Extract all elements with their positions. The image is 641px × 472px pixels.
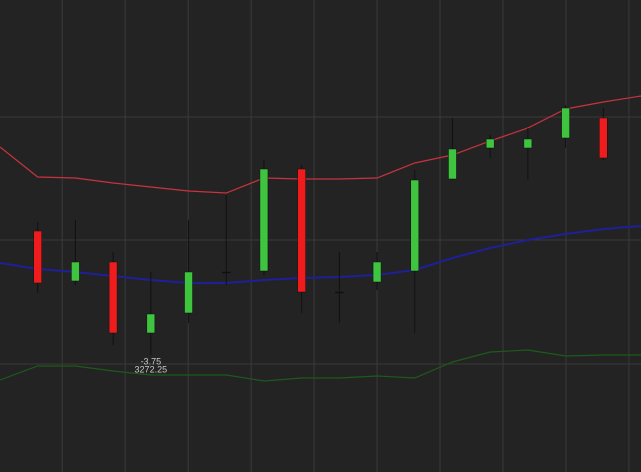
candle-body <box>335 291 344 294</box>
candle-body <box>108 261 118 334</box>
candle-body <box>71 261 80 282</box>
candle-body <box>561 107 570 139</box>
indicator-line <box>0 349 641 382</box>
candle-body <box>33 230 42 284</box>
indicator-line <box>0 225 641 284</box>
candle-body <box>485 138 495 149</box>
candle-body <box>259 168 269 272</box>
candle-body <box>410 179 420 272</box>
indicator-line <box>0 95 641 194</box>
price-annotation: -3.75 <box>141 356 162 366</box>
candle-body <box>372 261 382 283</box>
candle-body <box>221 271 231 274</box>
candle-body <box>146 313 156 334</box>
candle-body <box>297 168 306 293</box>
candle-body <box>599 117 608 159</box>
candle-body <box>184 271 193 314</box>
candle-body <box>523 138 533 149</box>
price-annotation: 3272.25 <box>135 364 168 374</box>
candle-body <box>448 148 457 180</box>
